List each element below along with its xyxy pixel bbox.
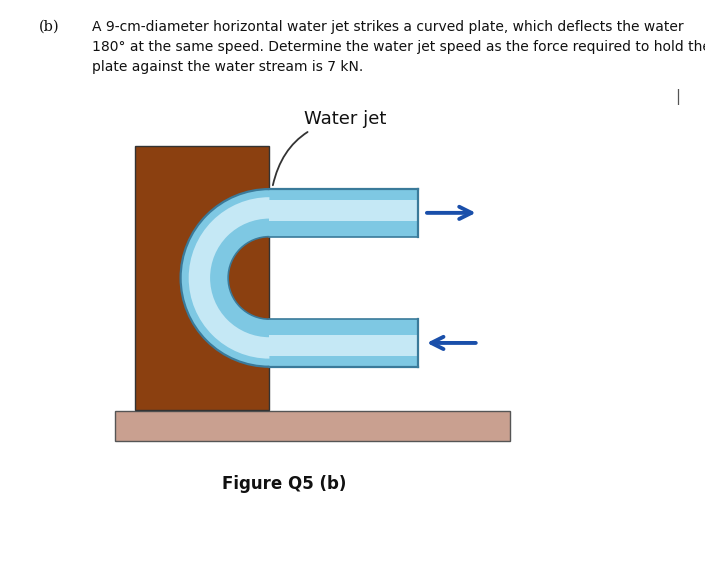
Bar [269,319,418,367]
Bar [135,146,269,410]
Text: Water jet: Water jet [273,110,386,185]
Text: |: | [675,89,680,105]
Text: A 9-cm-diameter horizontal water jet strikes a curved plate, which deflects the : A 9-cm-diameter horizontal water jet str… [92,20,705,74]
Text: (b): (b) [39,20,59,34]
Bar [269,335,418,356]
Wedge shape [180,189,269,367]
Text: Figure Q5 (b): Figure Q5 (b) [221,475,346,493]
Bar [115,411,510,441]
Wedge shape [189,197,269,359]
Bar [269,200,418,221]
Bar [269,189,418,237]
